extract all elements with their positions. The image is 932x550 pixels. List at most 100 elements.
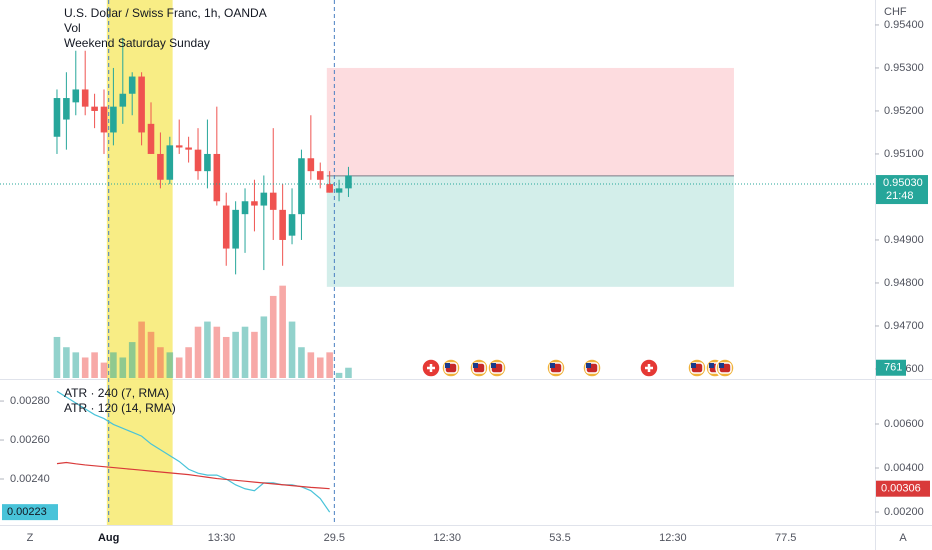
auto-button[interactable]: A [899, 532, 907, 544]
candle-body [110, 106, 117, 133]
candle-body [213, 153, 221, 202]
highlight-legend: Weekend Saturday Sunday [64, 36, 210, 50]
candle-body [279, 209, 286, 240]
volume-bar [53, 336, 61, 378]
candle-body [128, 76, 136, 94]
volume-bar [232, 331, 239, 378]
event-icon-canton [719, 363, 724, 368]
volume-bar [194, 326, 202, 378]
x-tick-label: 13:30 [208, 532, 236, 544]
volume-legend: Vol [64, 21, 81, 35]
volume-bar [204, 321, 211, 378]
volume-bar [166, 352, 174, 378]
y-tick-label: 0.95200 [884, 105, 924, 117]
volume-bar [110, 352, 117, 378]
candle-body [269, 192, 277, 210]
volume-bar [175, 357, 183, 378]
candle-body [72, 89, 80, 103]
stop-zone [326, 67, 734, 176]
volume-bar [269, 295, 277, 378]
candle-body [194, 149, 202, 172]
currency-label: CHF [884, 6, 907, 18]
volume-bar [128, 342, 136, 378]
last-price-tag [876, 175, 928, 205]
volume-tag [876, 359, 906, 376]
event-icon-canton [550, 363, 555, 368]
candle-body [241, 201, 249, 215]
candle-body [119, 93, 127, 107]
volume-bar [81, 357, 89, 378]
x-tick-label: 53.5 [549, 532, 570, 544]
candle-body [185, 147, 192, 150]
y-tick-label: 0.94900 [884, 234, 924, 246]
candle-body [53, 98, 61, 137]
y2-tick-label: 0.00600 [884, 418, 924, 430]
y-tick-label: 0.00240 [10, 473, 50, 485]
atr-line [56, 461, 330, 490]
volume-bar [185, 347, 192, 378]
candle-body [81, 89, 89, 107]
candle-body [175, 145, 183, 148]
volume-bar [260, 316, 268, 378]
volume-bar [345, 367, 352, 378]
candle-body [63, 98, 70, 120]
last-value-tag [2, 504, 58, 521]
volume-label: 761 [884, 362, 902, 374]
candle-body [345, 175, 352, 189]
volume-bar [63, 347, 70, 378]
volume-bar [316, 357, 324, 378]
volume-bar [335, 372, 343, 378]
candle-body [260, 192, 268, 206]
volume-bar [157, 347, 164, 378]
candle-body [251, 201, 258, 206]
candle-body [298, 158, 305, 215]
candle-body [138, 76, 145, 133]
volume-bar [222, 336, 230, 378]
y-tick-label: 0.95300 [884, 62, 924, 74]
y-tick-label: 0.00280 [10, 395, 50, 407]
event-icon-canton [586, 363, 591, 368]
candle-body [91, 106, 98, 111]
y2-tick-label: 0.00200 [884, 506, 924, 518]
candle-body [316, 171, 324, 180]
target-zone [326, 175, 734, 287]
last-value-label: 0.00306 [881, 483, 921, 495]
event-icon-cross [427, 364, 435, 372]
volume-bar [147, 331, 155, 378]
legend-entry: ATR · 240 (7, RMA) [64, 386, 169, 400]
scale-button[interactable]: Z [27, 532, 34, 544]
candle-body [147, 123, 155, 154]
volume-bar [241, 326, 249, 378]
y-tick-label: 0.00260 [10, 434, 50, 446]
x-tick-label: 29.5 [324, 532, 345, 544]
last-value-tag [876, 480, 930, 497]
event-icon-canton [491, 363, 496, 368]
candle-body [326, 184, 333, 193]
candle-body [335, 188, 343, 193]
volume-bar [91, 352, 98, 378]
volume-bar [213, 326, 221, 378]
event-icon-canton [709, 363, 714, 368]
symbol-title: U.S. Dollar / Swiss Franc, 1h, OANDA [64, 6, 267, 20]
y-tick-label: 0.94700 [884, 320, 924, 332]
volume-bar [288, 321, 296, 378]
volume-bar [298, 347, 305, 378]
x-tick-label: 12:30 [433, 532, 461, 544]
last-value-label: 0.00223 [7, 506, 47, 518]
legend-entry: ATR · 120 (14, RMA) [64, 401, 176, 415]
event-icon-cross [645, 364, 653, 372]
x-tick-label: 12:30 [659, 532, 687, 544]
candle-body [222, 205, 230, 249]
x-tick-label: 77.5 [775, 532, 796, 544]
volume-bar [326, 352, 333, 378]
candle-body [307, 158, 315, 172]
y-tick-label: 0.94800 [884, 277, 924, 289]
volume-bar [307, 352, 315, 378]
event-icon-canton [691, 363, 696, 368]
candle-body [288, 214, 296, 236]
volume-bar [251, 331, 258, 378]
countdown-label: 21:48 [886, 190, 914, 202]
volume-bar [279, 285, 286, 378]
volume-bar [72, 352, 80, 378]
